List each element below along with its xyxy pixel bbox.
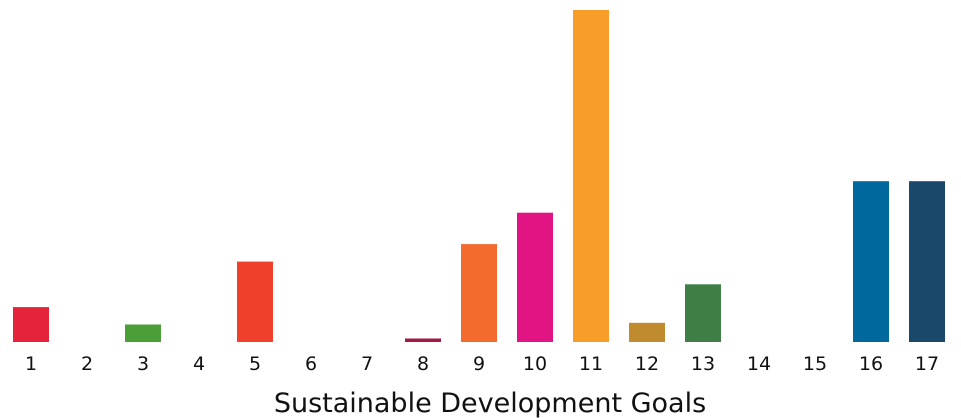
x-tick-label-9: 9: [473, 353, 485, 375]
bar-sdg-13: [685, 284, 721, 342]
bar-sdg-12: [629, 322, 665, 342]
x-tick-label-16: 16: [859, 353, 883, 375]
x-tick-label-7: 7: [361, 353, 373, 375]
x-tick-label-17: 17: [915, 353, 939, 375]
x-axis-label: Sustainable Development Goals: [274, 388, 706, 418]
x-tick-label-8: 8: [417, 353, 429, 375]
bar-sdg-16: [853, 181, 889, 342]
x-tick-label-13: 13: [691, 353, 715, 375]
bar-sdg-9: [461, 244, 497, 342]
x-tick-label-12: 12: [635, 353, 659, 375]
bar-sdg-10: [517, 212, 553, 342]
bar-sdg-1: [13, 307, 49, 342]
bar-sdg-17: [909, 181, 945, 342]
x-tick-labels: 1 2 3 4 5 6 7 8 9 10 11 12 13 14 15 16 17: [25, 353, 939, 375]
x-tick-label-4: 4: [193, 353, 205, 375]
bar-sdg-11: [573, 10, 609, 342]
bar-sdg-3: [125, 324, 161, 342]
x-tick-label-6: 6: [305, 353, 317, 375]
x-tick-label-14: 14: [747, 353, 771, 375]
x-tick-label-10: 10: [523, 353, 547, 375]
x-tick-label-5: 5: [249, 353, 261, 375]
x-tick-label-3: 3: [137, 353, 149, 375]
x-tick-label-2: 2: [81, 353, 93, 375]
x-tick-label-15: 15: [803, 353, 827, 375]
bars-group: [13, 10, 945, 342]
x-tick-label-1: 1: [25, 353, 37, 375]
bar-sdg-5: [237, 261, 273, 342]
x-tick-label-11: 11: [579, 353, 603, 375]
bar-sdg-8: [405, 338, 441, 342]
